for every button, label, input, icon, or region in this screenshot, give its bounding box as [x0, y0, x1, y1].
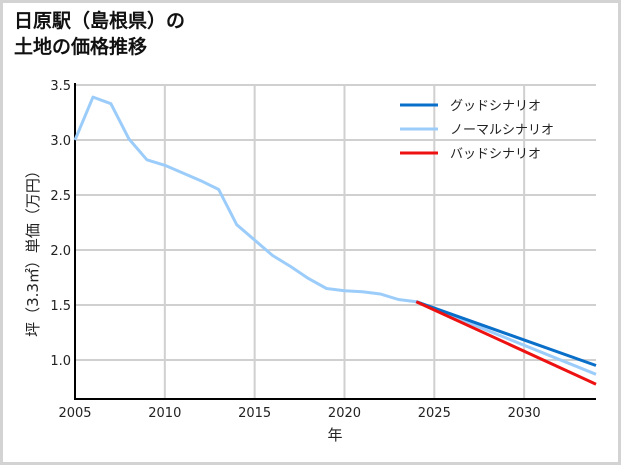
legend-label: グッドシナリオ	[450, 99, 541, 114]
chart-title-line-2: 土地の価格推移	[14, 36, 148, 58]
series-line-1	[73, 95, 597, 376]
y-tick-label: 3.5	[50, 79, 71, 94]
x-tick-label: 2020	[328, 406, 361, 421]
legend-label: バッドシナリオ	[450, 147, 541, 162]
y-tick-label: 1.5	[50, 299, 71, 314]
x-tick-label: 2005	[58, 406, 91, 421]
axes	[74, 83, 596, 400]
chart-title-line-1: 日原駅（島根県）の	[14, 10, 186, 32]
y-tick-label: 1.0	[50, 354, 71, 369]
x-axis-label: 年	[327, 426, 342, 444]
data-series	[73, 95, 597, 386]
series-line-2	[415, 300, 597, 386]
legend-label: ノーマルシナリオ	[450, 123, 554, 138]
y-tick-label: 3.0	[50, 134, 71, 149]
y-axis-label: 坪（3.3㎡）単価（万円）	[24, 163, 42, 337]
x-tick-label: 2030	[508, 406, 541, 421]
tick-labels: 2005 2010 2015 2020 2025 2030 1.0 1.5 2.0 2.5 3.0 3…	[50, 79, 540, 421]
x-tick-label: 2010	[148, 406, 181, 421]
chart-title: 日原駅（島根県）の 土地の価格推移	[14, 8, 185, 60]
series-line-0	[415, 300, 597, 367]
x-tick-label: 2025	[418, 406, 451, 421]
x-tick-label: 2015	[238, 406, 271, 421]
y-tick-label: 2.5	[50, 189, 71, 204]
y-tick-label: 2.0	[50, 244, 71, 259]
